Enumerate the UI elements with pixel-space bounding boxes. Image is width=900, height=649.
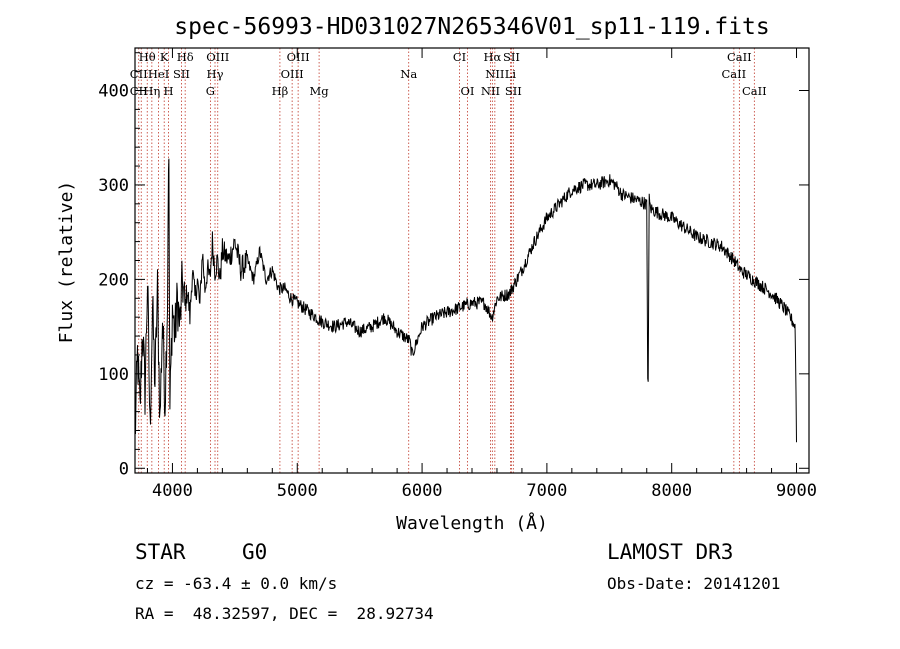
line-label: Hδ: [177, 50, 194, 64]
spectrum-line: [134, 158, 797, 443]
x-axis-ticks: 4000 5000 6000 7000 8000 9000: [146, 48, 817, 501]
line-label: NII: [485, 67, 504, 81]
line-label: Hγ: [207, 67, 224, 81]
line-label: Li: [505, 67, 517, 81]
line-label: OI: [461, 84, 475, 98]
line-label: CII: [130, 67, 148, 81]
y-tick-label: 400: [98, 82, 129, 102]
line-label: NII: [481, 84, 500, 98]
chart-title: spec-56993-HD031027N265346V01_sp11-119.f…: [174, 14, 769, 40]
line-label: OIII: [287, 50, 310, 64]
line-label: SII: [505, 84, 522, 98]
x-tick-label: 8000: [651, 481, 692, 501]
object-class: STAR: [135, 540, 186, 564]
plot-frame: [134, 47, 810, 474]
y-axis-label: Flux (relative): [56, 181, 77, 344]
line-label: Hα: [483, 50, 501, 64]
line-label: HeI: [148, 67, 169, 81]
line-label: K: [160, 50, 169, 64]
line-label: Mg: [310, 84, 330, 98]
survey-name: LAMOST DR3: [607, 540, 734, 564]
y-axis-ticks: 0 100 200 300 400: [98, 52, 809, 479]
x-tick-label: 4000: [152, 481, 193, 501]
line-label: CaII: [721, 67, 746, 81]
x-tick-label: 9000: [776, 481, 817, 501]
line-label: H: [164, 84, 174, 98]
line-label: OIII: [206, 50, 229, 64]
line-label: Hβ: [272, 84, 289, 98]
x-tick-label: 6000: [402, 481, 443, 501]
line-label: G: [206, 84, 215, 98]
y-tick-label: 100: [98, 365, 129, 385]
emission-line-markers: [138, 48, 755, 473]
spectrum-plot: spec-56993-HD031027N265346V01_sp11-119.f…: [56, 14, 817, 534]
line-label: CI: [453, 50, 466, 64]
ra-dec: RA = 48.32597, DEC = 28.92734: [135, 604, 434, 623]
line-label: CaII: [727, 50, 752, 64]
redshift-cz: cz = -63.4 ± 0.0 km/s: [135, 574, 338, 593]
line-label: CaII: [742, 84, 767, 98]
line-label: Hθ: [139, 50, 156, 64]
line-label: SII: [503, 50, 520, 64]
x-axis-label: Wavelength (Å): [396, 512, 548, 534]
y-tick-label: 0: [119, 459, 129, 479]
spectrum-series: [134, 158, 797, 443]
y-tick-label: 300: [98, 176, 129, 196]
subclass: G0: [242, 540, 268, 564]
line-label: Na: [400, 67, 417, 81]
line-label: SII: [173, 67, 190, 81]
x-tick-label: 7000: [526, 481, 567, 501]
y-tick-label: 200: [98, 270, 129, 290]
line-label: Hη: [143, 84, 160, 98]
observation-date: Obs-Date: 20141201: [607, 574, 781, 593]
x-tick-label: 5000: [277, 481, 318, 501]
line-label: OIII: [281, 67, 304, 81]
